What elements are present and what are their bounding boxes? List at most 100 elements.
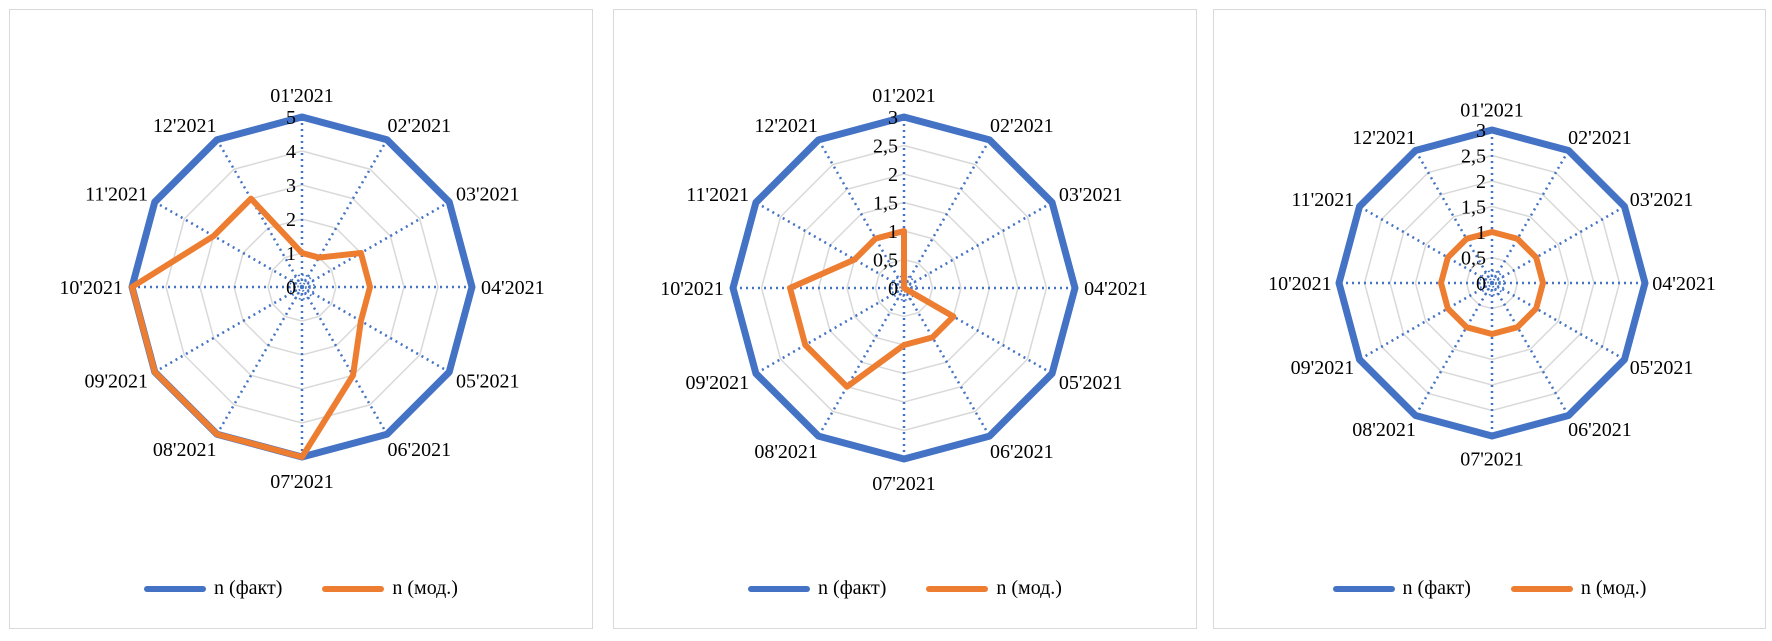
radar-plot: 0 0,5 1 1,5 2 2,5 301'2021 02'2021 03'2021 04'202… bbox=[1268, 100, 1716, 471]
axis-spoke bbox=[300, 286, 389, 435]
category-label: 02'2021 bbox=[1568, 127, 1632, 149]
category-label: 02'2021 bbox=[388, 115, 452, 137]
legend-item-fact: n (факт) bbox=[144, 577, 282, 600]
category-label: 08'2021 bbox=[1352, 419, 1416, 441]
center-mark bbox=[1487, 278, 1497, 288]
category-label: 01'2021 bbox=[270, 85, 334, 107]
legend: n (факт) n (мод.) bbox=[614, 577, 1196, 600]
tick-label: 1 bbox=[286, 243, 296, 265]
category-label: 07'2021 bbox=[1460, 448, 1524, 470]
tick-label: 2 bbox=[1476, 171, 1486, 193]
category-label: 07'2021 bbox=[270, 471, 334, 493]
category-label: 05'2021 bbox=[456, 371, 520, 393]
axis-spoke bbox=[902, 287, 991, 437]
axis-spoke bbox=[1358, 281, 1493, 361]
grid-ring bbox=[1414, 205, 1570, 361]
tick-label: 1,5 bbox=[873, 193, 898, 215]
category-label: 12'2021 bbox=[1352, 127, 1416, 149]
axis-spoke bbox=[903, 286, 1053, 375]
axis-spoke bbox=[1491, 205, 1626, 285]
category-label: 11'2021 bbox=[85, 184, 148, 206]
legend-label-fact: n (факт) bbox=[1402, 577, 1471, 599]
tick-label: 0 bbox=[888, 278, 898, 300]
legend-item-model: n (мод.) bbox=[322, 577, 458, 600]
category-label: 06'2021 bbox=[990, 441, 1054, 463]
axis-spoke bbox=[300, 139, 389, 288]
category-label: 12'2021 bbox=[153, 115, 217, 137]
legend: n (факт) n (мод.) bbox=[1214, 577, 1765, 600]
series-fact-line bbox=[729, 113, 1079, 463]
axis-spoke bbox=[755, 201, 905, 290]
series-model-line bbox=[787, 228, 957, 390]
legend-item-model: n (мод.) bbox=[1510, 577, 1646, 600]
axis-spoke bbox=[817, 287, 906, 437]
category-label: 08'2021 bbox=[754, 441, 818, 463]
legend: n (факт) n (мод.) bbox=[10, 577, 592, 600]
tick-label: 2,5 bbox=[873, 136, 898, 158]
legend-item-model: n (мод.) bbox=[926, 577, 1062, 600]
tick-label: 1,5 bbox=[1461, 197, 1486, 219]
category-label: 09'2021 bbox=[1291, 357, 1355, 379]
series-model-line bbox=[129, 195, 373, 460]
tick-label: 3 bbox=[888, 107, 898, 129]
category-label: 08'2021 bbox=[153, 439, 217, 461]
legend-swatch-fact bbox=[748, 585, 811, 592]
center-mark bbox=[1479, 270, 1505, 296]
legend-label-model: n (мод.) bbox=[392, 577, 458, 599]
axis-spoke bbox=[755, 286, 905, 375]
axis-spoke bbox=[301, 285, 450, 374]
tick-label: 2 bbox=[286, 209, 296, 231]
radar-chart-3: 0 0,5 1 1,5 2 2,5 3 01'2021 02'2021 03'2021 04'202… bbox=[1213, 9, 1766, 629]
axis-spoke bbox=[902, 139, 991, 289]
category-label: 11'2021 bbox=[1291, 189, 1354, 211]
tick-label: 4 bbox=[286, 141, 296, 163]
tick-label: 0,5 bbox=[873, 250, 898, 272]
legend-swatch-fact bbox=[1332, 585, 1395, 592]
tick-label: 3 bbox=[1476, 120, 1486, 142]
series-model-line bbox=[1438, 229, 1546, 337]
category-label: 05'2021 bbox=[1630, 357, 1694, 379]
grid-ring bbox=[165, 150, 439, 424]
category-label: 03'2021 bbox=[456, 184, 520, 206]
category-label: 02'2021 bbox=[990, 115, 1054, 137]
axis-spoke bbox=[154, 200, 303, 289]
category-label: 03'2021 bbox=[1630, 189, 1694, 211]
category-label: 10'2021 bbox=[59, 277, 123, 299]
tick-label: 0,5 bbox=[1461, 248, 1486, 270]
radar-chart-1: 0 1 2 3 4 5 01'2021 02'2021 03'2021 04'2021 05'202… bbox=[9, 9, 593, 629]
category-label: 04'2021 bbox=[1652, 273, 1716, 295]
category-label: 03'2021 bbox=[1059, 184, 1123, 206]
tick-label: 2 bbox=[888, 164, 898, 186]
legend-item-fact: n (факт) bbox=[1332, 577, 1471, 600]
series-fact-line bbox=[1335, 126, 1649, 440]
axis-spoke bbox=[903, 201, 1053, 290]
legend-label-fact: n (факт) bbox=[214, 577, 283, 599]
category-label: 06'2021 bbox=[1568, 419, 1632, 441]
grid-ring bbox=[760, 144, 1048, 432]
category-label: 04'2021 bbox=[1084, 278, 1148, 300]
center-mark bbox=[1483, 274, 1501, 292]
legend-item-fact: n (факт) bbox=[748, 577, 886, 600]
tick-label: 1 bbox=[1476, 222, 1486, 244]
category-label: 09'2021 bbox=[84, 371, 148, 393]
tick-label: 0 bbox=[286, 277, 296, 299]
legend-swatch-model bbox=[926, 585, 989, 592]
tick-label: 1 bbox=[888, 221, 898, 243]
category-label: 06'2021 bbox=[388, 439, 452, 461]
axis-spoke bbox=[154, 285, 303, 374]
radar-chart-2: 0 0,5 1 1,5 2 2,5 3 01'2021 02'2021 03'2021 04'202… bbox=[613, 9, 1197, 629]
category-label: 10'2021 bbox=[660, 278, 724, 300]
tick-label: 3 bbox=[286, 175, 296, 197]
category-label: 01'2021 bbox=[1460, 100, 1524, 122]
category-label: 05'2021 bbox=[1059, 372, 1123, 394]
center-mark bbox=[293, 278, 311, 296]
axis-spoke bbox=[301, 200, 450, 289]
category-label: 11'2021 bbox=[686, 184, 749, 206]
grid-ring bbox=[267, 252, 337, 322]
category-label: 10'2021 bbox=[1268, 273, 1332, 295]
radar-plot: 0 1 2 3 4 501'2021 02'2021 03'2021 04'2021 05'202… bbox=[59, 85, 544, 493]
axis-spoke bbox=[1490, 149, 1570, 284]
center-mark bbox=[289, 274, 315, 300]
category-label: 01'2021 bbox=[872, 85, 936, 107]
axis-spoke bbox=[1414, 282, 1494, 417]
